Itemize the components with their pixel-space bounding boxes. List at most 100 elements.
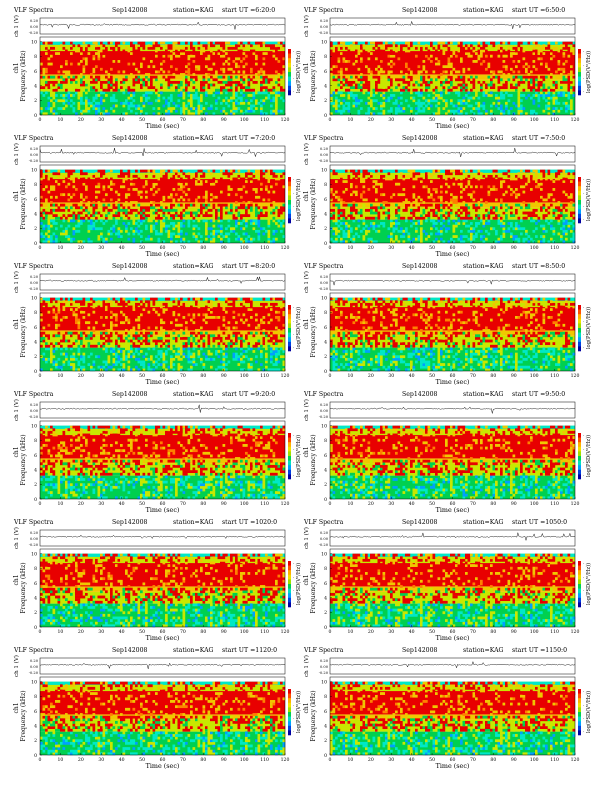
spectrum-cell [405,63,408,66]
spectrum-cell [190,102,193,105]
spectrum-cell [428,102,431,105]
spectrum-cell [175,42,178,45]
spectrum-cell [535,44,538,47]
spectrum-cell [80,222,83,225]
spectrum-cell [210,183,213,186]
spectrum-cell [68,198,71,201]
spectrum-cell [250,107,253,110]
spectrum-cell [43,68,46,71]
spectrum-cell [500,219,503,222]
spectrum-cell [188,52,191,55]
spectrum-cell [50,178,53,181]
spectrum-cell [463,81,466,84]
spectrum-cell [65,298,68,301]
spectrum-cell [385,201,388,204]
spectrum-cell [55,227,58,230]
spectrum-cell [105,334,108,337]
spectrum-cell [403,81,406,84]
spectrum-cell [438,76,441,79]
spectrum-cell [435,97,438,100]
spectrum-cell [200,183,203,186]
spectrum-cell [190,78,193,81]
spectrum-cell [238,57,241,60]
spectrum-cell [263,63,266,66]
spectrum-cell [370,175,373,178]
spectrum-cell [53,89,56,92]
spectrum-cell [378,70,381,73]
spectrum-cell [43,340,46,343]
spectrum-cell [118,355,121,358]
spectrum-cell [53,350,56,353]
spectrum-cell [348,225,351,228]
spectrum-cell [128,102,131,105]
spectrum-cell [448,175,451,178]
spectrum-cell [245,99,248,102]
spectrum-cell [533,81,536,84]
spectrum-cell [475,94,478,97]
spectrum-cell [333,170,336,173]
spectrum-cell [465,219,468,222]
spectrum-cell [420,91,423,94]
spectrum-cell [128,300,131,303]
spectrum-cell [93,361,96,364]
spectrum-cell [88,217,91,220]
spectrum-cell [78,89,81,92]
spectrum-cell [538,44,541,47]
spectrum-cell [118,235,121,238]
spectrum-cell [443,81,446,84]
spectrum-cell [45,214,48,217]
spectrum-cell [168,225,171,228]
spectrum-cell [360,47,363,50]
spectrum-cell [435,227,438,230]
spectrum-cell [358,110,361,113]
spectrum-cell [108,334,111,337]
spectrum-cell [135,366,138,369]
spectrum-cell [560,91,563,94]
spectrum-cell [563,76,566,79]
spectrum-cell [90,334,93,337]
spectrum-cell [128,355,131,358]
spectrum-cell [130,178,133,181]
spectrum-cell [250,219,253,222]
spectrum-cell [463,70,466,73]
spectrum-cell [335,209,338,212]
spectrum-cell [48,230,51,233]
spectrum-cell [445,217,448,220]
spectrum-cell [213,84,216,87]
spectrum-cell [480,89,483,92]
spectrum-cell [563,42,566,45]
spectrum-cell [90,76,93,79]
spectrum-cell [120,358,123,361]
spectrum-cell [450,63,453,66]
spectrum-cell [40,91,43,94]
spectrum-cell [360,89,363,92]
spectrum-cell [110,76,113,79]
spectrum-cell [185,81,188,84]
spectrum-cell [80,175,83,178]
spectrum-cell [520,219,523,222]
spectrum-cell [150,47,153,50]
spectrum-cell [170,55,173,58]
spectrum-cell [185,183,188,186]
spectrum-cell [128,347,131,350]
spectrum-cell [118,47,121,50]
spectrum-cell [195,201,198,204]
spectrum-cell [255,55,258,58]
spectrum-cell [350,170,353,173]
spectrum-cell [163,212,166,215]
spectrum-cell [258,172,261,175]
spectrum-cell [255,63,258,66]
spectrum-cell [548,212,551,215]
spectrum-cell [233,107,236,110]
spectrum-cell [400,227,403,230]
spectrum-cell [193,97,196,100]
spectrum-cell [408,52,411,55]
spectrum-cell [118,230,121,233]
spectrum-cell [140,337,143,340]
spectrum-cell [170,235,173,238]
spectrum-cell [75,217,78,220]
spectrum-cell [453,50,456,53]
spectrum-cell [98,191,101,194]
spectrum-cell [543,84,546,87]
spectrum-cell [473,230,476,233]
